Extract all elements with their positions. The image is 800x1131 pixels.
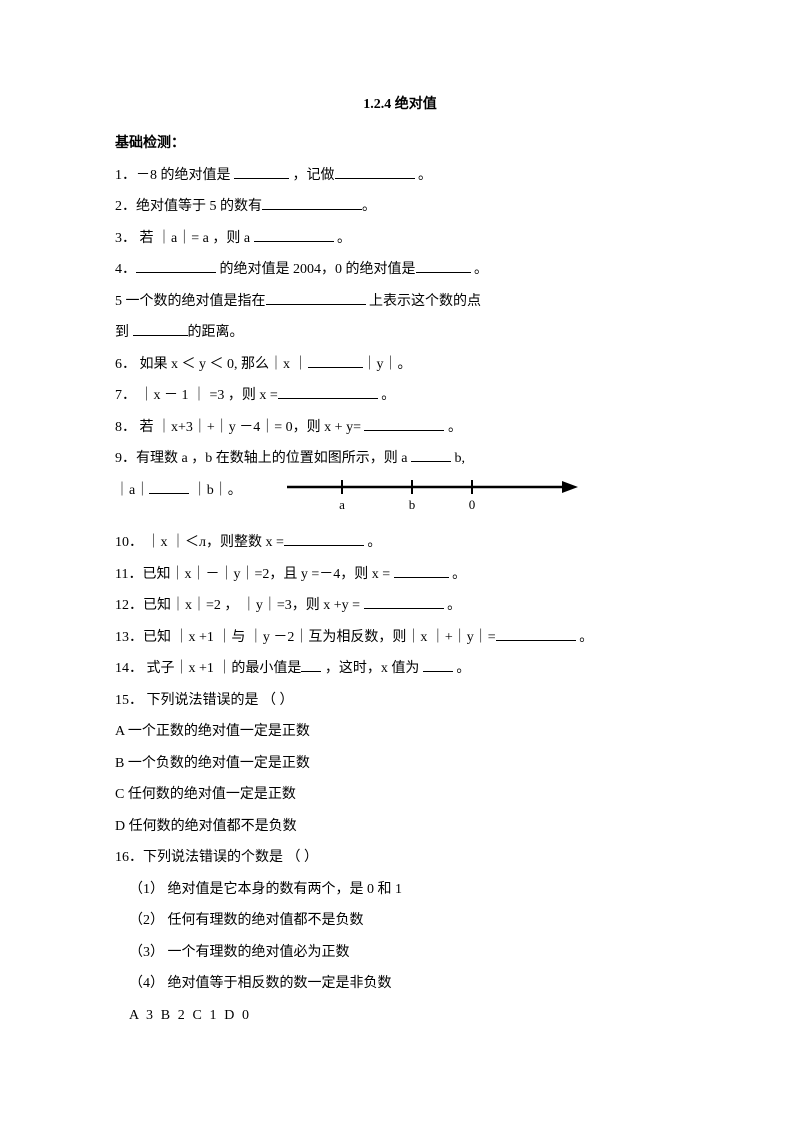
blank <box>262 197 362 211</box>
question-5b: 到 的距离。 <box>115 317 685 349</box>
blank <box>423 659 453 673</box>
q14-text-b: ，这时，x 值为 <box>321 661 423 676</box>
q15-opt-b: B 一个负数的绝对值一定是正数 <box>115 748 685 780</box>
blank <box>234 165 289 179</box>
question-1: 1．－8 的绝对值是 ，记做 。 <box>115 160 685 192</box>
axis-label-0: 0 <box>468 497 475 512</box>
q16-stmt-4: （4） 绝对值等于相反数的数一定是非负数 <box>115 968 685 1000</box>
q6-text-b: ｜y｜。 <box>363 357 412 372</box>
question-8: 8． 若 ｜x+3｜+｜y －4｜= 0，则 x + y= 。 <box>115 412 685 444</box>
q15-opt-a: A 一个正数的绝对值一定是正数 <box>115 716 685 748</box>
q2-text-a: 2．绝对值等于 5 的数有 <box>115 199 262 214</box>
blank <box>364 417 444 431</box>
q14-text-c: 。 <box>453 661 471 676</box>
question-4: 4． 的绝对值是 2004，0 的绝对值是 。 <box>115 254 685 286</box>
question-7: 7． ｜x － 1 ｜ =3 ，则 x = 。 <box>115 380 685 412</box>
q5-text-d: 的距离。 <box>188 325 244 340</box>
blank <box>284 533 364 547</box>
blank <box>133 323 188 337</box>
q2-text-b: 。 <box>362 199 376 214</box>
question-3: 3． 若 ｜a｜= a ，则 a 。 <box>115 223 685 255</box>
q9-text-a: 9．有理数 a ，b 在数轴上的位置如图所示，则 a <box>115 451 411 466</box>
q1-text-c: 。 <box>415 168 433 183</box>
q5-text-b: 上表示这个数的点 <box>366 294 482 309</box>
q11-text-b: 。 <box>449 567 467 582</box>
worksheet-page: 1.2.4 绝对值 基础检测： 1．－8 的绝对值是 ，记做 。 2．绝对值等于… <box>0 0 800 1031</box>
blank <box>149 480 189 494</box>
q14-text-a: 14． 式子｜x +1 ｜的最小值是 <box>115 661 301 676</box>
q5-text-c: 到 <box>115 325 133 340</box>
q5-text-a: 5 一个数的绝对值是指在 <box>115 294 266 309</box>
question-6: 6． 如果 x ＜ y ＜ 0, 那么｜x ｜ ｜y｜。 <box>115 349 685 381</box>
q6-text-a: 6． 如果 x ＜ y ＜ 0, 那么｜x ｜ <box>115 357 308 372</box>
q9-text-b: b, <box>451 451 465 466</box>
blank <box>136 260 216 274</box>
q13-text-b: 。 <box>576 630 594 645</box>
q4-text-b: 的绝对值是 2004，0 的绝对值是 <box>216 262 416 277</box>
question-14: 14． 式子｜x +1 ｜的最小值是 ，这时，x 值为 。 <box>115 653 685 685</box>
q16-stmt-2: （2） 任何有理数的绝对值都不是负数 <box>115 905 685 937</box>
question-11: 11．已知｜x｜－｜y｜=2，且 y =－4，则 x = 。 <box>115 559 685 591</box>
question-12: 12．已知｜x｜=2 ， ｜y｜=3，则 x +y = 。 <box>115 590 685 622</box>
q1-text-b: ，记做 <box>289 168 335 183</box>
q10-text-a: 10． ｜x ｜＜л，则整数 x = <box>115 535 284 550</box>
q1-text-a: 1．－8 的绝对值是 <box>115 168 234 183</box>
question-13: 13．已知 ｜x +1 ｜与 ｜y －2｜互为相反数，则｜x ｜+｜y｜= 。 <box>115 622 685 654</box>
q7-text-a: 7． ｜x － 1 ｜ =3 ，则 x = <box>115 388 278 403</box>
q3-text-a: 3． 若 ｜a｜= a ，则 a <box>115 231 254 246</box>
page-title: 1.2.4 绝对值 <box>115 90 685 121</box>
blank <box>394 564 449 578</box>
q8-text-b: 。 <box>444 420 462 435</box>
section-label: 基础检测： <box>115 129 685 160</box>
question-9a: 9．有理数 a ，b 在数轴上的位置如图所示，则 a b, <box>115 443 685 475</box>
q16-stmt-1: （1） 绝对值是它本身的数有两个，是 0 和 1 <box>115 874 685 906</box>
blank <box>496 627 576 641</box>
q7-text-b: 。 <box>378 388 396 403</box>
blank <box>416 260 471 274</box>
axis-label-b: b <box>408 497 415 512</box>
blank <box>266 291 366 305</box>
q10-text-b: 。 <box>364 535 382 550</box>
question-5a: 5 一个数的绝对值是指在 上表示这个数的点 <box>115 286 685 318</box>
q11-text-a: 11．已知｜x｜－｜y｜=2，且 y =－4，则 x = <box>115 567 394 582</box>
blank <box>364 596 444 610</box>
q16-stmt-3: （3） 一个有理数的绝对值必为正数 <box>115 937 685 969</box>
q16-options: A 3 B 2 C 1 D 0 <box>115 1000 685 1032</box>
blank <box>301 659 321 673</box>
q15-opt-d: D 任何数的绝对值都不是负数 <box>115 811 685 843</box>
q15-opt-c: C 任何数的绝对值一定是正数 <box>115 779 685 811</box>
q12-text-a: 12．已知｜x｜=2 ， ｜y｜=3，则 x +y = <box>115 598 364 613</box>
question-15: 15． 下列说法错误的是 （ ） <box>115 685 685 717</box>
q12-text-b: 。 <box>444 598 462 613</box>
question-10: 10． ｜x ｜＜л，则整数 x = 。 <box>115 527 685 559</box>
q9-text-d: ｜b｜。 <box>189 483 242 498</box>
q9-text-c: ｜a｜ <box>115 483 149 498</box>
blank <box>278 386 378 400</box>
blank <box>254 228 334 242</box>
blank <box>308 354 363 368</box>
axis-label-a: a <box>339 497 345 512</box>
q4-text-c: 。 <box>471 262 489 277</box>
q13-text-a: 13．已知 ｜x +1 ｜与 ｜y －2｜互为相反数，则｜x ｜+｜y｜= <box>115 630 496 645</box>
question-16: 16．下列说法错误的个数是 （ ） <box>115 842 685 874</box>
q8-text-a: 8． 若 ｜x+3｜+｜y －4｜= 0，则 x + y= <box>115 420 364 435</box>
blank <box>335 165 415 179</box>
number-line-figure: a b 0 <box>282 475 582 528</box>
q4-text-a: 4． <box>115 262 136 277</box>
question-2: 2．绝对值等于 5 的数有 。 <box>115 191 685 223</box>
blank <box>411 449 451 463</box>
question-9b: ｜a｜ ｜b｜。 a b 0 <box>115 475 685 528</box>
q3-text-b: 。 <box>334 231 352 246</box>
